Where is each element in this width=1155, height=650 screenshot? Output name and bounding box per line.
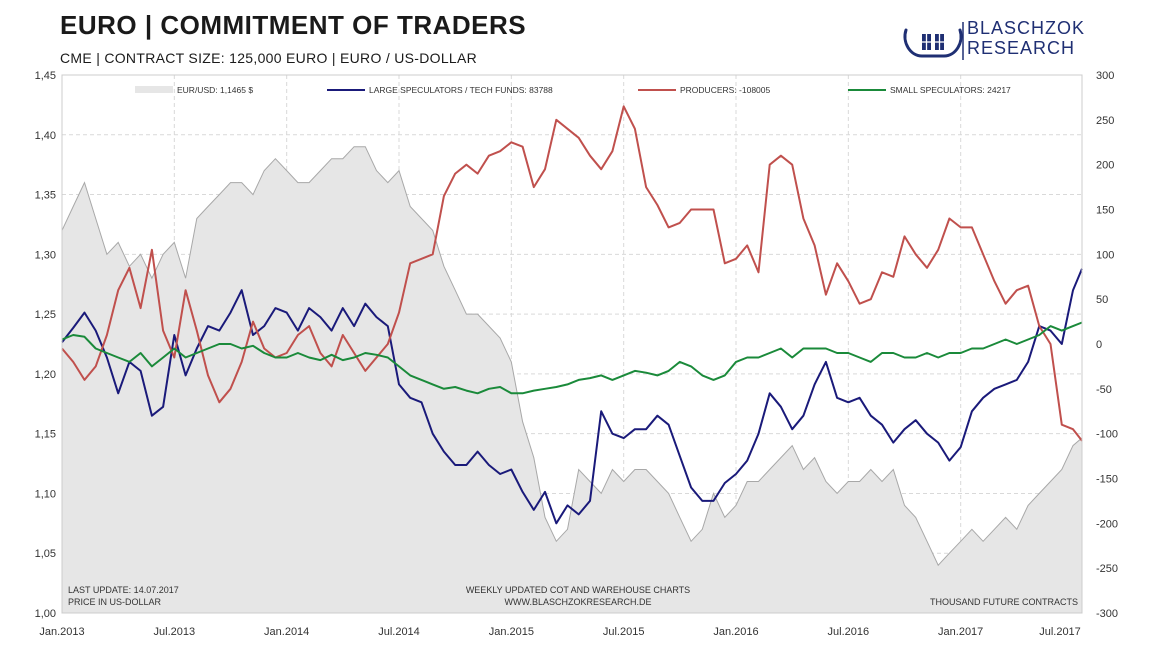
logo-line-1: BLASCHZOK: [967, 18, 1086, 38]
series-line-1: [61, 268, 1083, 525]
page-title: EURO | COMMITMENT OF TRADERS: [60, 10, 527, 40]
x-tick-label: Jan.2016: [713, 626, 758, 638]
x-tick-label: Jul.2014: [378, 626, 420, 638]
legend-swatch: [135, 86, 173, 93]
contracts-unit-note: THOUSAND FUTURE CONTRACTS: [930, 597, 1078, 607]
left-tick-label: 1,10: [35, 488, 56, 500]
legend-label: LARGE SPECULATORS / TECH FUNDS: 83788: [369, 85, 553, 95]
footer-center-2: WWW.BLASCHZOKRESEARCH.DE: [504, 597, 651, 607]
series-line-3: [61, 321, 1083, 395]
right-tick-label: -100: [1096, 429, 1118, 441]
last-update-note: LAST UPDATE: 14.07.2017: [68, 585, 179, 595]
page-subtitle: CME | CONTRACT SIZE: 125,000 EURO | EURO…: [60, 50, 478, 66]
x-tick-label: Jan.2015: [489, 626, 534, 638]
price-unit-note: PRICE IN US-DOLLAR: [68, 597, 162, 607]
legend-label: PRODUCERS: -108005: [680, 85, 771, 95]
right-tick-label: -200: [1096, 518, 1118, 530]
x-tick-label: Jan.2017: [938, 626, 983, 638]
x-tick-label: Jul.2016: [828, 626, 870, 638]
left-tick-label: 1,15: [35, 429, 56, 441]
left-tick-label: 1,40: [35, 130, 56, 142]
x-tick-label: Jan.2013: [39, 626, 84, 638]
right-tick-label: 50: [1096, 294, 1108, 306]
x-tick-label: Jul.2013: [154, 626, 196, 638]
right-tick-label: 200: [1096, 160, 1114, 172]
left-tick-label: 1,35: [35, 190, 56, 202]
right-tick-label: 300: [1096, 70, 1114, 82]
left-tick-label: 1,05: [35, 548, 56, 560]
right-tick-label: -50: [1096, 384, 1112, 396]
right-tick-label: 150: [1096, 205, 1114, 217]
logo-line-2: RESEARCH: [967, 38, 1076, 58]
right-tick-label: 0: [1096, 339, 1102, 351]
series-area-eurusd: [62, 146, 1082, 613]
left-tick-label: 1,20: [35, 369, 56, 381]
left-tick-label: 1,30: [35, 249, 56, 261]
viking-ships-icon: [903, 22, 964, 60]
x-tick-label: Jan.2014: [264, 626, 309, 638]
left-tick-label: 1,00: [35, 608, 56, 620]
left-tick-label: 1,25: [35, 309, 56, 321]
plot-border: [61, 74, 1083, 614]
footer-center-1: WEEKLY UPDATED COT AND WAREHOUSE CHARTS: [466, 585, 690, 595]
series-line-2: [61, 105, 1083, 442]
x-tick-label: Jul.2017: [1039, 626, 1081, 638]
right-tick-label: 250: [1096, 115, 1114, 127]
right-tick-label: -150: [1096, 474, 1118, 486]
legend-label: EUR/USD: 1,1465 $: [177, 85, 253, 95]
right-tick-label: -300: [1096, 608, 1118, 620]
series-line-eurusd: [61, 146, 1083, 567]
x-tick-label: Jul.2015: [603, 626, 645, 638]
legend-label: SMALL SPECULATORS: 24217: [890, 85, 1011, 95]
left-tick-label: 1,45: [35, 70, 56, 82]
right-tick-label: -250: [1096, 563, 1118, 575]
right-tick-label: 100: [1096, 249, 1114, 261]
